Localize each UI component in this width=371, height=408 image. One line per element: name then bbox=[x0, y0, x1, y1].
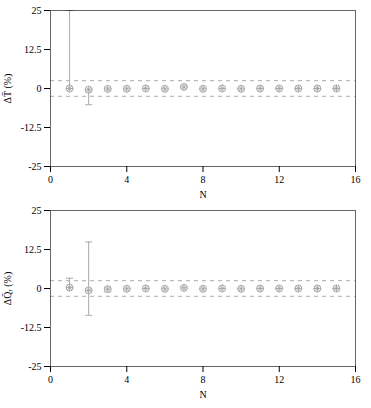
svg-text:0: 0 bbox=[48, 174, 53, 185]
svg-text:N: N bbox=[199, 189, 206, 200]
svg-text:16: 16 bbox=[351, 174, 361, 185]
svg-text:-12.5: -12.5 bbox=[21, 322, 42, 333]
svg-text:ΔQ̄ᵣ (%): ΔQ̄ᵣ (%) bbox=[2, 272, 14, 305]
svg-text:12.5: 12.5 bbox=[24, 244, 42, 255]
svg-text:25: 25 bbox=[32, 5, 42, 16]
svg-text:8: 8 bbox=[201, 174, 206, 185]
svg-text:0: 0 bbox=[37, 83, 42, 94]
svg-text:12: 12 bbox=[274, 174, 284, 185]
svg-text:8: 8 bbox=[201, 374, 206, 385]
svg-text:-12.5: -12.5 bbox=[21, 122, 42, 133]
svg-text:0: 0 bbox=[37, 283, 42, 294]
svg-text:16: 16 bbox=[351, 374, 361, 385]
svg-text:25: 25 bbox=[32, 205, 42, 216]
svg-text:ΔT̄ (%): ΔT̄ (%) bbox=[2, 74, 14, 104]
svg-text:12.5: 12.5 bbox=[24, 44, 42, 55]
svg-text:N: N bbox=[199, 389, 206, 400]
svg-text:12: 12 bbox=[274, 374, 284, 385]
svg-text:-25: -25 bbox=[28, 361, 41, 372]
svg-text:-25: -25 bbox=[28, 161, 41, 172]
svg-text:0: 0 bbox=[48, 374, 53, 385]
svg-text:4: 4 bbox=[124, 374, 129, 385]
svg-text:4: 4 bbox=[124, 174, 129, 185]
